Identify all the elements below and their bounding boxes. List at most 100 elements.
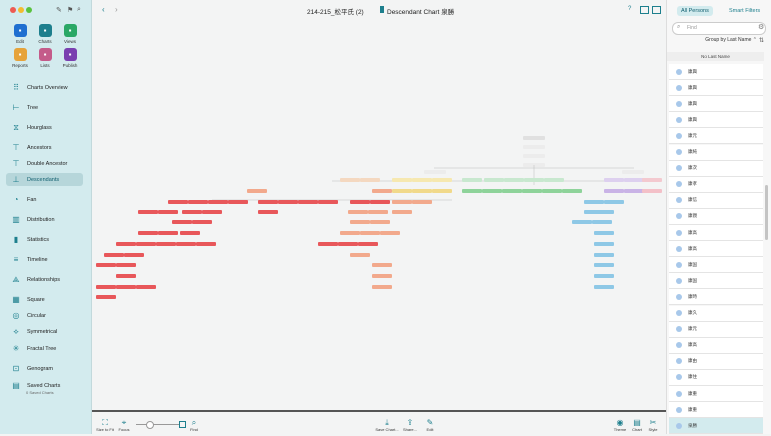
person-list-item[interactable]: 康元 — [669, 128, 763, 145]
person-node[interactable] — [594, 231, 614, 235]
search-icon[interactable]: ⌕ — [77, 6, 81, 13]
zoom-slider-knob[interactable] — [146, 421, 154, 429]
person-node[interactable] — [372, 285, 392, 289]
person-node[interactable] — [502, 189, 522, 193]
sidebar-item-distribution[interactable]: ▥ Distribution — [6, 213, 83, 226]
focus-button[interactable]: ⌖ Focus — [112, 418, 136, 432]
person-node[interactable] — [116, 263, 136, 267]
toolbar-publish-button[interactable]: ▪ Publish — [59, 48, 81, 68]
sidebar-item-descendants[interactable]: ⊥ Descendants — [6, 173, 83, 186]
person-node[interactable] — [350, 253, 370, 257]
person-node[interactable] — [622, 170, 644, 174]
person-node[interactable] — [462, 189, 482, 193]
person-node[interactable] — [340, 231, 360, 235]
person-node[interactable] — [258, 200, 278, 204]
search-field[interactable]: ⌕ Find — [672, 22, 766, 35]
person-node[interactable] — [172, 220, 192, 224]
person-node[interactable] — [176, 242, 196, 246]
person-node[interactable] — [594, 285, 614, 289]
person-list-item[interactable]: 康孝 — [669, 176, 763, 193]
sidebar-item-charts-overview[interactable]: ⠿ Charts Overview — [6, 81, 83, 94]
person-node[interactable] — [96, 295, 116, 299]
find-button[interactable]: ⌕ Find — [182, 418, 206, 432]
sidebar-item-double-ancestor[interactable]: ⊤ Double Ancestor — [6, 157, 83, 170]
person-node[interactable] — [594, 274, 614, 278]
person-list-item[interactable]: 康時 — [669, 289, 763, 306]
person-node[interactable] — [124, 253, 144, 257]
person-node[interactable] — [368, 210, 388, 214]
person-node[interactable] — [116, 285, 136, 289]
close-window-button[interactable] — [10, 7, 16, 13]
person-node[interactable] — [504, 178, 524, 182]
person-node[interactable] — [594, 253, 614, 257]
person-list-item[interactable]: 康純 — [669, 144, 763, 161]
person-node[interactable] — [372, 263, 392, 267]
sidebar-item-hourglass[interactable]: ⧖ Hourglass — [6, 121, 83, 134]
person-node[interactable] — [138, 210, 158, 214]
person-node[interactable] — [524, 178, 544, 182]
sidebar-item-timeline[interactable]: ≡ Timeline — [6, 253, 83, 266]
window-layout-icon[interactable] — [640, 6, 649, 14]
person-node[interactable] — [372, 274, 392, 278]
person-node[interactable] — [348, 210, 368, 214]
sort-icon[interactable]: ⇅ — [759, 38, 765, 44]
person-node[interactable] — [318, 200, 338, 204]
sidebar-item-tree[interactable]: ⊢ Tree — [6, 101, 83, 114]
person-list-item[interactable]: 康信 — [669, 192, 763, 209]
sidebar-item-statistics[interactable]: ▮ Statistics — [6, 233, 83, 246]
person-node[interactable] — [604, 189, 624, 193]
person-node[interactable] — [278, 200, 298, 204]
save-chart-button[interactable]: ⤓ Save Chart... — [375, 418, 399, 432]
person-node[interactable] — [412, 200, 432, 204]
person-node[interactable] — [484, 178, 504, 182]
person-node[interactable] — [202, 210, 222, 214]
person-node[interactable] — [523, 154, 545, 158]
sidebar-item-relationships[interactable]: ⟁ Relationships — [6, 273, 83, 286]
person-node[interactable] — [116, 274, 136, 278]
toolbar-views-button[interactable]: ▪ Views — [59, 24, 81, 44]
sidebar-item-genogram[interactable]: ⊡ Genogram — [6, 362, 83, 375]
back-icon[interactable]: ‹ — [102, 5, 105, 14]
person-node[interactable] — [642, 189, 662, 193]
theme-button[interactable]: ◉ Theme — [608, 418, 632, 432]
person-node[interactable] — [482, 189, 502, 193]
person-list-item[interactable]: 康高 — [669, 241, 763, 258]
person-node[interactable] — [158, 210, 178, 214]
person-node[interactable] — [350, 200, 370, 204]
person-node[interactable] — [158, 231, 178, 235]
person-node[interactable] — [196, 242, 216, 246]
person-node[interactable] — [180, 231, 200, 235]
person-node[interactable] — [360, 178, 380, 182]
person-node[interactable] — [318, 242, 338, 246]
person-node[interactable] — [136, 242, 156, 246]
person-list-item[interactable]: 康久 — [669, 305, 763, 322]
person-node[interactable] — [392, 178, 412, 182]
person-node[interactable] — [624, 189, 644, 193]
person-node[interactable] — [604, 200, 624, 204]
descendant-chart-canvas[interactable] — [92, 20, 666, 410]
person-node[interactable] — [380, 231, 400, 235]
sidebar-item-circular[interactable]: ◎ Circular — [6, 309, 83, 322]
person-node[interactable] — [392, 200, 412, 204]
person-node[interactable] — [340, 178, 360, 182]
group-by-select[interactable]: Group by Last Name ⌃ — [705, 37, 757, 43]
person-list-item[interactable]: 康住 — [669, 369, 763, 386]
tab-smart-filters[interactable]: Smart Filters — [729, 8, 761, 14]
minimize-window-button[interactable] — [18, 7, 24, 13]
toolbar-edit-button[interactable]: ▪ Edit — [9, 24, 31, 44]
person-node[interactable] — [432, 189, 452, 193]
person-node[interactable] — [592, 220, 612, 224]
person-list-item[interactable]: 康国 — [669, 273, 763, 290]
sidebar-item-fan[interactable]: ◔ Fan — [6, 193, 83, 206]
person-node[interactable] — [116, 242, 136, 246]
person-list-item[interactable]: 康次 — [669, 160, 763, 177]
person-node[interactable] — [572, 220, 592, 224]
person-list-item[interactable]: 康興 — [669, 64, 763, 80]
person-node[interactable] — [156, 242, 176, 246]
size-to-fit-button[interactable]: ⛶ Size to Fit — [93, 418, 117, 432]
person-node[interactable] — [228, 200, 248, 204]
person-node[interactable] — [624, 178, 644, 182]
person-node[interactable] — [462, 178, 482, 182]
person-node[interactable] — [544, 178, 564, 182]
toolbar-charts-button[interactable]: ▪ Charts — [34, 24, 56, 44]
